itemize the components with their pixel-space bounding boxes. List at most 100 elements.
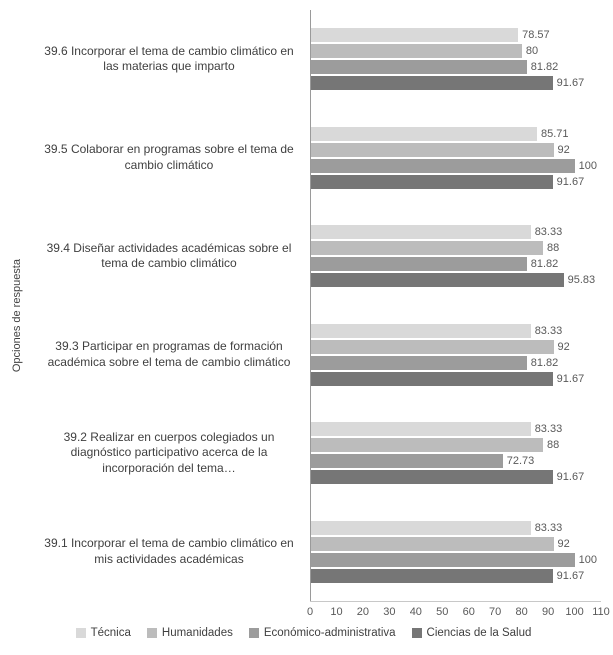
bar-row: 81.82 <box>311 60 601 75</box>
bar-tecnica <box>311 126 537 141</box>
bar-row: 92 <box>311 536 601 551</box>
bar-group: 83.33 88 72.73 91.67 <box>310 404 601 503</box>
category-group: 39.5 Colaborar en programas sobre el tem… <box>28 108 601 207</box>
legend-item: Económico-administrativa <box>248 627 396 639</box>
bar-tecnica <box>311 225 531 240</box>
bar-group: 83.33 92 100 91.67 <box>310 502 601 601</box>
legend-item: Técnica <box>75 627 131 639</box>
value-label: 88 <box>547 439 560 452</box>
value-label: 72.73 <box>506 455 535 468</box>
bar-row: 91.67 <box>311 470 601 485</box>
bar-row: 81.82 <box>311 257 601 272</box>
value-label: 85.71 <box>540 127 569 140</box>
x-axis: 0 10 20 30 40 50 60 70 80 90 100 110 <box>28 601 610 621</box>
x-axis-spacer <box>28 601 310 621</box>
legend-item: Humanidades <box>146 627 233 639</box>
chart-area: Opciones de respuesta 39.6 Incorporar el… <box>6 10 610 621</box>
category-group: 39.3 Participar en programas de formació… <box>28 305 601 404</box>
bar-economico-administrativa <box>311 257 527 272</box>
bar-ciencias-de-la-salud <box>311 76 553 91</box>
category-label: 39.6 Incorporar el tema de cambio climát… <box>44 43 294 74</box>
x-tick-label: 110 <box>592 606 610 618</box>
bar-row: 88 <box>311 438 601 453</box>
bar-humanidades <box>311 241 543 256</box>
bar-humanidades <box>311 536 554 551</box>
legend: Técnica Humanidades Económico-administrati… <box>6 621 601 649</box>
bar-row: 78.57 <box>311 28 601 43</box>
value-label: 92 <box>557 143 570 156</box>
bar-row: 72.73 <box>311 454 601 469</box>
bar-economico-administrativa <box>311 454 503 469</box>
value-label: 91.67 <box>556 569 585 582</box>
bar-group: 83.33 88 81.82 95.83 <box>310 207 601 306</box>
value-label: 95.83 <box>567 274 596 287</box>
bar-humanidades <box>311 44 522 59</box>
legend-swatch-ciencias-de-la-salud <box>411 628 422 638</box>
x-tick-label: 90 <box>541 606 555 618</box>
bar-row: 91.67 <box>311 371 601 386</box>
x-tick-label: 30 <box>383 606 396 618</box>
value-label: 78.57 <box>522 29 550 42</box>
x-tick-label: 100 <box>565 606 584 618</box>
bar-row: 95.83 <box>311 273 601 288</box>
category-label: 39.3 Participar en programas de formació… <box>47 339 291 369</box>
bar-economico-administrativa <box>311 158 575 173</box>
value-label: 83.33 <box>534 521 563 534</box>
bar-humanidades <box>311 142 554 157</box>
value-label: 91.67 <box>556 175 585 188</box>
bar-row: 83.33 <box>311 520 601 535</box>
bar-row: 91.67 <box>311 568 601 583</box>
category-label: 39.4 Diseñar actividades académicas sobr… <box>46 240 292 271</box>
value-label: 100 <box>578 553 597 566</box>
bar-group: 83.33 92 81.82 91.67 <box>310 305 601 404</box>
bar-row: 83.33 <box>311 422 601 437</box>
bar-tecnica <box>311 28 519 43</box>
x-tick-label: 20 <box>356 606 370 618</box>
bar-ciencias-de-la-salud <box>311 568 553 583</box>
bar-ciencias-de-la-salud <box>311 371 553 386</box>
category-group: 39.6 Incorporar el tema de cambio climát… <box>28 10 601 109</box>
legend-swatch-humanidades <box>146 628 157 638</box>
value-label: 81.82 <box>530 258 559 271</box>
x-tick-label: 50 <box>436 606 449 618</box>
value-label: 92 <box>557 537 570 550</box>
bar-row: 83.33 <box>311 225 601 240</box>
x-tick-label: 0 <box>306 606 314 618</box>
x-tick-label: 80 <box>515 606 528 618</box>
legend-item: Ciencias de la Salud <box>411 627 531 639</box>
x-tick-label: 70 <box>489 606 502 618</box>
category-label: 39.1 Incorporar el tema de cambio climát… <box>44 536 294 566</box>
category-label: 39.2 Realizar en cuerpos colegiados un d… <box>63 429 275 476</box>
legend-label: Económico-administrativa <box>263 627 396 639</box>
y-axis-title-text: Opciones de respuesta <box>11 258 23 373</box>
bar-ciencias-de-la-salud <box>311 174 553 189</box>
x-tick-label: 60 <box>462 606 475 618</box>
bar-row: 85.71 <box>311 126 601 141</box>
value-label: 91.67 <box>556 77 585 90</box>
value-label: 81.82 <box>530 356 559 369</box>
x-axis-ticks: 0 10 20 30 40 50 60 70 80 90 100 110 <box>306 601 610 621</box>
bar-row: 92 <box>311 339 601 354</box>
bar-row: 81.82 <box>311 355 601 370</box>
category-label: 39.5 Colaborar en programas sobre el tem… <box>44 142 294 172</box>
bar-row: 83.33 <box>311 323 601 338</box>
bar-tecnica <box>311 323 531 338</box>
category-group: 39.2 Realizar en cuerpos colegiados un d… <box>28 404 601 503</box>
bar-group: 78.57 80 81.82 91.67 <box>310 10 601 109</box>
plot-column: 39.6 Incorporar el tema de cambio climát… <box>28 10 610 621</box>
value-label: 83.33 <box>534 423 563 436</box>
category-group: 39.1 Incorporar el tema de cambio climát… <box>28 502 601 601</box>
bar-row: 100 <box>311 158 601 173</box>
value-label: 91.67 <box>556 372 585 385</box>
bar-humanidades <box>311 339 554 354</box>
bar-economico-administrativa <box>311 355 527 370</box>
legend-swatch-tecnica <box>75 628 86 638</box>
value-label: 83.33 <box>534 226 563 239</box>
bar-economico-administrativa <box>311 60 527 75</box>
bar-row: 88 <box>311 241 601 256</box>
bar-ciencias-de-la-salud <box>311 470 553 485</box>
bar-row: 92 <box>311 142 601 157</box>
legend-swatch-economico-administrativa <box>248 628 259 638</box>
plot-area: 39.6 Incorporar el tema de cambio climát… <box>28 10 601 601</box>
value-label: 92 <box>557 340 570 353</box>
